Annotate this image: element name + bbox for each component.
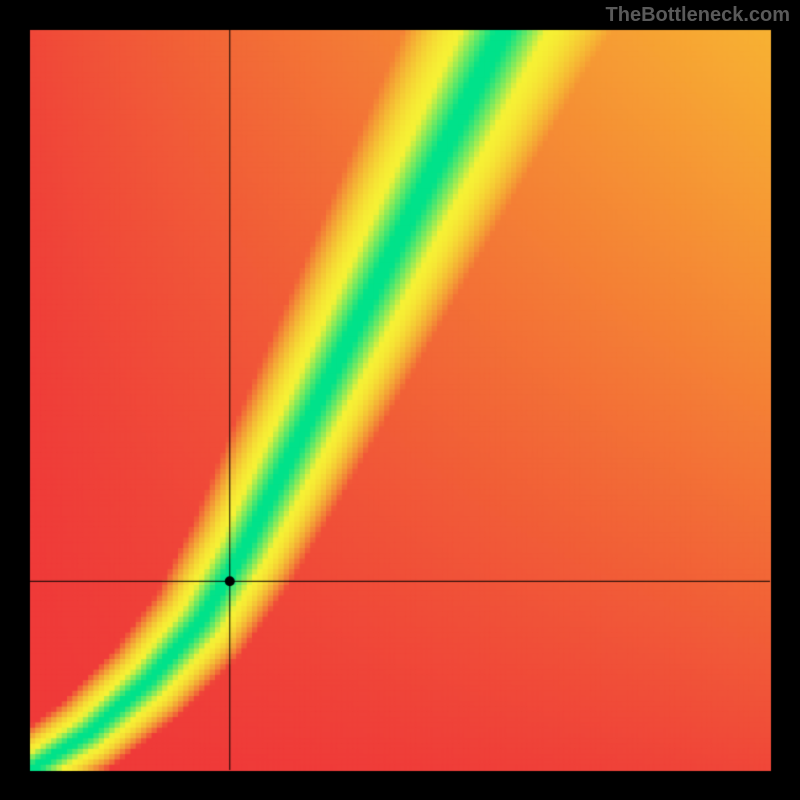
- bottleneck-heatmap: [0, 0, 800, 800]
- attribution-text: TheBottleneck.com: [606, 4, 790, 27]
- chart-container: TheBottleneck.com: [0, 0, 800, 800]
